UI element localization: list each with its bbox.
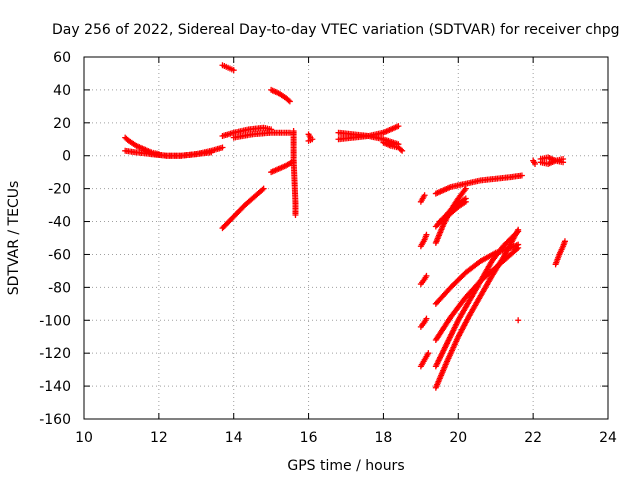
x-tick-label: 14 bbox=[225, 430, 243, 446]
data-point bbox=[425, 350, 432, 357]
data-point bbox=[423, 272, 430, 279]
plot-frame bbox=[83, 56, 609, 420]
series-arc-10 bbox=[305, 131, 316, 144]
series-arc-14 bbox=[417, 192, 428, 205]
y-tick-label: 0 bbox=[62, 149, 71, 165]
data-point bbox=[395, 123, 402, 130]
data-point bbox=[399, 147, 406, 154]
x-tick-label: 20 bbox=[449, 430, 467, 446]
series-arc-12 bbox=[335, 123, 402, 143]
y-tick-label: -160 bbox=[39, 412, 71, 428]
data-point bbox=[259, 186, 266, 193]
series-arc-22 bbox=[436, 198, 469, 225]
y-tick-labels: 60 40 20 0 -20 -40 -60 -80 -100 -120 -140 -160 bbox=[39, 50, 71, 428]
data-point bbox=[513, 245, 520, 252]
data-point bbox=[208, 149, 215, 156]
data-points bbox=[122, 62, 568, 391]
x-tick-label: 12 bbox=[150, 430, 168, 446]
series-arc-17 bbox=[417, 315, 430, 330]
series-arc-25 bbox=[432, 241, 522, 307]
chart-title: Day 256 of 2022, Sidereal Day-to-day VTE… bbox=[52, 22, 620, 38]
data-point bbox=[230, 67, 237, 74]
series-arc-29 bbox=[537, 154, 567, 166]
series-arc-15 bbox=[417, 231, 430, 250]
data-point bbox=[423, 231, 430, 238]
series-scatter-a bbox=[290, 128, 299, 218]
y-tick-label: -120 bbox=[39, 346, 71, 362]
data-point bbox=[515, 317, 522, 324]
data-point bbox=[518, 172, 525, 179]
x-tick-labels: 10 12 14 16 18 20 22 24 bbox=[75, 430, 617, 446]
y-tick-label: 40 bbox=[53, 83, 71, 99]
y-tick-label: 60 bbox=[53, 50, 71, 66]
data-point bbox=[514, 229, 521, 236]
series-arc-16 bbox=[417, 272, 430, 288]
series-arc-30 bbox=[552, 238, 568, 268]
series-arc-7 bbox=[268, 86, 293, 105]
y-tick-label: -100 bbox=[39, 313, 71, 329]
series-arc-13 bbox=[380, 139, 406, 154]
data-point bbox=[305, 137, 312, 144]
data-point bbox=[462, 198, 469, 205]
y-axis-label: SDTVAR / TECUs bbox=[6, 181, 22, 296]
data-point bbox=[285, 97, 292, 104]
y-tick-label: 20 bbox=[53, 116, 71, 132]
y-tick-label: -40 bbox=[48, 215, 71, 231]
data-point bbox=[286, 98, 293, 105]
y-tick-label: -140 bbox=[39, 379, 71, 395]
x-axis-label: GPS time / hours bbox=[287, 458, 404, 474]
x-tick-label: 22 bbox=[524, 430, 542, 446]
data-point bbox=[532, 160, 539, 167]
y-tick-label: -20 bbox=[48, 182, 71, 198]
data-point bbox=[515, 228, 522, 235]
data-point bbox=[515, 244, 522, 251]
data-point bbox=[423, 315, 430, 322]
data-point bbox=[219, 144, 226, 151]
y-tick-label: -80 bbox=[48, 280, 71, 296]
data-point bbox=[560, 159, 567, 166]
x-tick-label: 18 bbox=[375, 430, 393, 446]
data-point bbox=[260, 185, 267, 192]
series-arc-5 bbox=[219, 124, 275, 139]
data-point bbox=[421, 192, 428, 199]
data-point bbox=[292, 211, 299, 218]
series-scatter-b bbox=[515, 317, 522, 324]
y-tick-label: -60 bbox=[48, 247, 71, 263]
axis-ticks bbox=[83, 56, 609, 420]
series-arc-26 bbox=[432, 244, 522, 344]
data-point bbox=[397, 146, 404, 153]
x-tick-label: 10 bbox=[75, 430, 93, 446]
data-point bbox=[462, 185, 469, 192]
series-arc-27 bbox=[530, 157, 539, 167]
series-arc-18 bbox=[417, 350, 432, 370]
series-arc-6 bbox=[230, 129, 293, 141]
series-arc-9 bbox=[219, 185, 267, 232]
data-point bbox=[561, 238, 568, 245]
x-tick-label: 16 bbox=[300, 430, 318, 446]
series-arc-4 bbox=[219, 62, 237, 74]
series-arc-19 bbox=[432, 172, 525, 197]
series-arc-3 bbox=[148, 149, 215, 159]
x-tick-label: 24 bbox=[599, 430, 617, 446]
